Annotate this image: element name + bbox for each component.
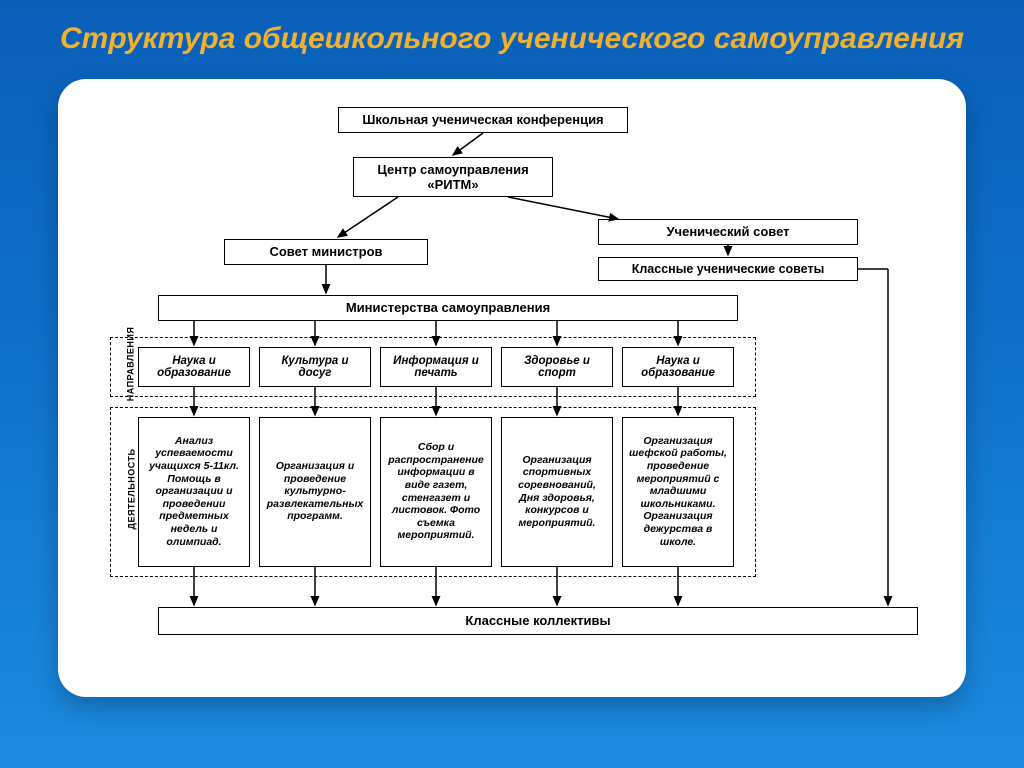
direction-box: Наука и образование	[138, 347, 250, 387]
page-title: Структура общешкольного ученического сам…	[0, 0, 1024, 69]
node-label: Центр самоуправления «РИТМ»	[360, 162, 546, 192]
direction-label: Культура и досуг	[266, 355, 364, 379]
activity-label: Сбор и распространение информации в виде…	[387, 441, 485, 542]
direction-label: Информация и печать	[387, 355, 485, 379]
node-ministers: Совет министров	[224, 239, 428, 265]
label-directions: НАПРАВЛЕНИЯ	[125, 326, 135, 401]
node-conference: Школьная ученическая конференция	[338, 107, 628, 133]
activity-box: Организация спортивных соревнований, Дня…	[501, 417, 613, 567]
node-label: Ученический совет	[666, 224, 789, 239]
node-label: Совет министров	[269, 244, 382, 259]
activity-label: Организация спортивных соревнований, Дня…	[508, 454, 606, 530]
direction-box: Здоровье и спорт	[501, 347, 613, 387]
node-label: Классные коллективы	[465, 613, 610, 628]
node-label: Министерства самоуправления	[346, 300, 550, 315]
direction-box: Информация и печать	[380, 347, 492, 387]
node-label: Классные ученические советы	[632, 262, 825, 276]
activity-label: Анализ успеваемости учащихся 5-11кл. Пом…	[145, 435, 243, 548]
node-collectives: Классные коллективы	[158, 607, 918, 635]
activity-label: Организация и проведение культурно-развл…	[266, 460, 364, 523]
activity-box: Организация и проведение культурно-развл…	[259, 417, 371, 567]
direction-label: Здоровье и спорт	[508, 355, 606, 379]
node-center: Центр самоуправления «РИТМ»	[353, 157, 553, 197]
node-class-councils: Классные ученические советы	[598, 257, 858, 281]
activity-box: Сбор и распространение информации в виде…	[380, 417, 492, 567]
direction-label: Наука и образование	[629, 355, 727, 379]
activity-label: Организация шефской работы, проведение м…	[629, 435, 727, 548]
direction-box: Наука и образование	[622, 347, 734, 387]
node-council: Ученический совет	[598, 219, 858, 245]
diagram-canvas: Школьная ученическая конференция Центр с…	[58, 79, 966, 697]
node-label: Школьная ученическая конференция	[362, 112, 603, 127]
activity-box: Организация шефской работы, проведение м…	[622, 417, 734, 567]
diagram-card: Школьная ученическая конференция Центр с…	[58, 79, 966, 697]
activity-box: Анализ успеваемости учащихся 5-11кл. Пом…	[138, 417, 250, 567]
label-activities: ДЕЯТЕЛЬНОСТЬ	[126, 448, 136, 529]
direction-box: Культура и досуг	[259, 347, 371, 387]
direction-label: Наука и образование	[145, 355, 243, 379]
node-ministries: Министерства самоуправления	[158, 295, 738, 321]
